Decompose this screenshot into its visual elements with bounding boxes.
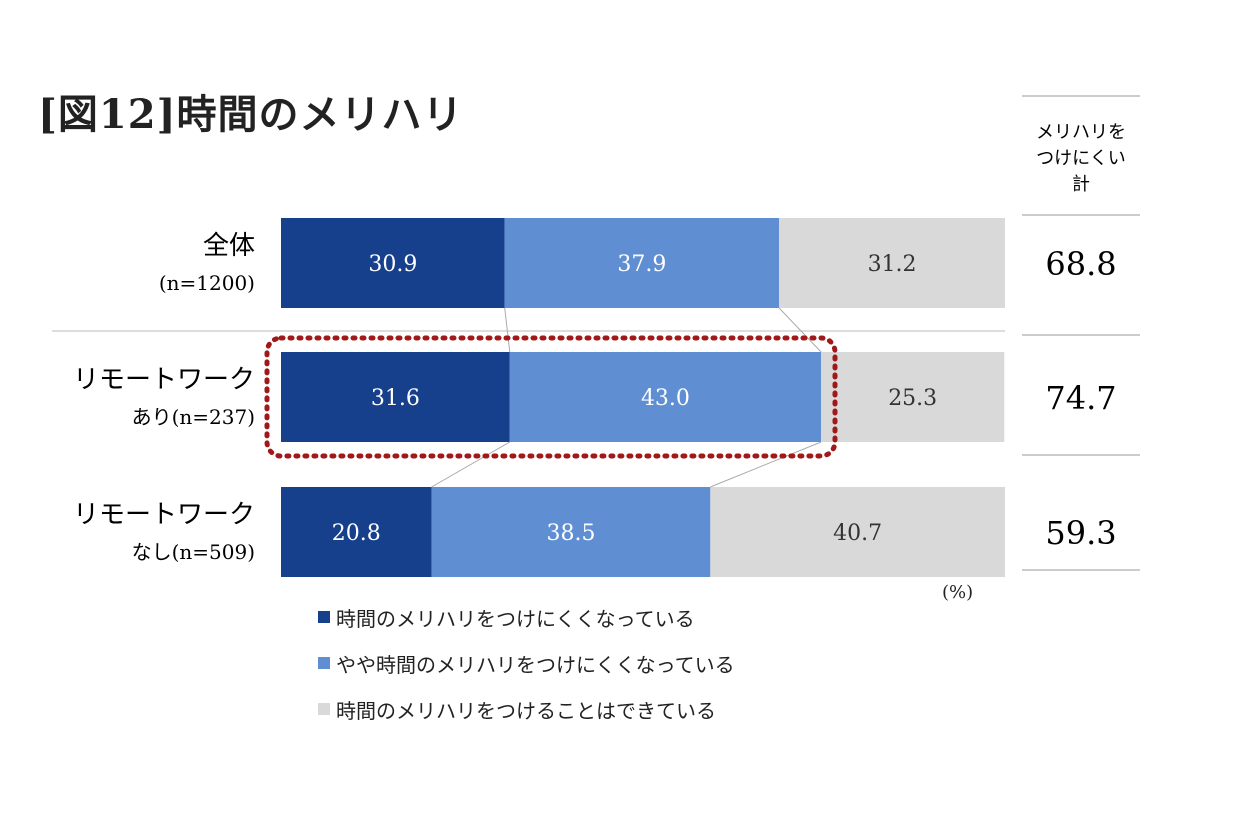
data-label-r1-s3: 31.2	[868, 252, 917, 277]
legend-swatch-3	[318, 703, 330, 715]
data-label-r3-s3: 40.7	[833, 521, 882, 546]
connector-line-1-1	[504, 307, 511, 353]
data-label-r2-s1: 31.6	[371, 386, 420, 411]
category-label-r3-line2: なし(n=509)	[132, 540, 255, 564]
connector-line-2-2	[710, 441, 822, 488]
category-label-r2-line1: リモートワーク	[73, 365, 255, 395]
bar-segment-r1-s3	[779, 218, 1005, 308]
table-header-line-3: 計	[1072, 174, 1090, 195]
bar-segment-r2-s1	[281, 352, 510, 442]
bar-segment-r3-s3	[710, 487, 1005, 577]
legend-label-1: 時間のメリハリをつけにくくなっている	[336, 606, 695, 631]
connector-line-2-1	[431, 441, 511, 488]
legend-label-2: やや時間のメリハリをつけにくくなっている	[336, 652, 735, 677]
data-label-r3-s1: 20.8	[332, 521, 381, 546]
bar-segment-r2-s3	[821, 352, 1005, 442]
highlight-box	[264, 335, 838, 459]
total-value-r2: 74.7	[1045, 379, 1116, 417]
total-value-r3: 59.3	[1045, 514, 1116, 552]
bar-segment-r3-s1	[281, 487, 432, 577]
legend-label-3: 時間のメリハリをつけることはできている	[336, 698, 716, 723]
category-label-r3-line1: リモートワーク	[73, 500, 255, 530]
legend-item-1: 時間のメリハリをつけにくくなっている	[318, 594, 735, 640]
bar-segment-r1-s1	[281, 218, 505, 308]
bar-segment-r3-s2	[431, 487, 711, 577]
legend-swatch-2	[318, 657, 330, 669]
unit-label: (%)	[942, 582, 974, 603]
table-header-line-1: メリハリを	[1036, 122, 1126, 143]
data-label-r2-s2: 43.0	[641, 386, 690, 411]
data-label-r2-s3: 25.3	[888, 386, 937, 411]
data-label-r3-s2: 38.5	[546, 521, 595, 546]
category-label-r1-line1: 全体	[203, 231, 255, 261]
legend-item-3: 時間のメリハリをつけることはできている	[318, 686, 735, 732]
legend: 時間のメリハリをつけにくくなっている やや時間のメリハリをつけにくくなっている …	[318, 594, 735, 732]
chart-title: [図12]時間のメリハリ	[38, 91, 464, 138]
category-label-r2-line2: あり(n=237)	[132, 405, 255, 429]
bar-segment-r2-s2	[509, 352, 822, 442]
table-header-line-2: つけにくい	[1036, 148, 1126, 169]
data-label-r1-s2: 37.9	[617, 252, 666, 277]
data-label-r1-s1: 30.9	[368, 252, 417, 277]
legend-swatch-1	[318, 611, 330, 623]
legend-item-2: やや時間のメリハリをつけにくくなっている	[318, 640, 735, 686]
category-label-r1-line2: (n=1200)	[159, 271, 255, 295]
total-value-r1: 68.8	[1045, 245, 1116, 283]
bar-segment-r1-s2	[504, 218, 780, 308]
connector-line-1-2	[778, 307, 822, 353]
